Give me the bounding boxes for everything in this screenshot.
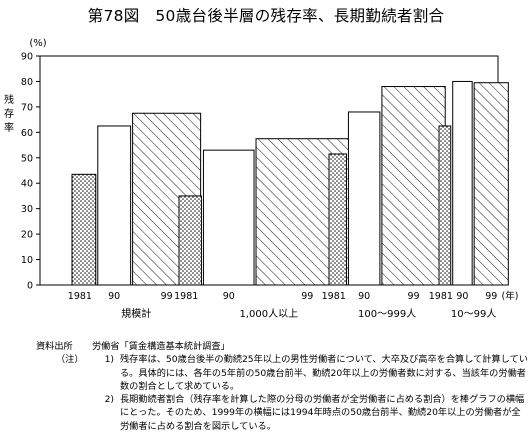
bar xyxy=(202,149,255,286)
y-tick-label: 40 xyxy=(21,179,33,190)
y-tick-label: 80 xyxy=(21,77,33,88)
x-tick-label: 90 xyxy=(223,291,235,302)
x-tick-label: 99 xyxy=(301,291,313,302)
bar xyxy=(438,125,452,286)
bar xyxy=(347,111,381,286)
group-label: 1,000人以上 xyxy=(239,308,298,320)
note-1-number: 1) xyxy=(104,354,114,366)
group-label: 10～99人 xyxy=(451,308,496,320)
note-2-number: 2) xyxy=(104,394,114,406)
notes: 資料出所 労働省「賃金構造基本統計調査」 （注） 1) 残存率は、50歳台後半の… xyxy=(14,340,528,433)
x-tick-label: 1981 xyxy=(68,291,92,302)
y-unit-label: (%) xyxy=(29,38,46,49)
bar xyxy=(328,153,347,286)
source-text: 労働省「賃金構造基本統計調査」 xyxy=(92,341,230,352)
note-key: （注） xyxy=(56,354,84,366)
y-tick-label: 60 xyxy=(21,128,33,139)
group-label: 規模計 xyxy=(121,307,151,320)
y-tick-label: 20 xyxy=(21,230,33,241)
chart-title: 第78図 50歳台後半層の残存率、長期勤続者割合 xyxy=(87,7,445,25)
bar xyxy=(97,125,132,286)
x-tick-label: 90 xyxy=(108,291,120,302)
y-tick-label: 50 xyxy=(21,153,33,164)
note-2-text: 長期勤続者割合（残存率を計算した際の分母の労働者が全労働者に占める割合）を棒グラ… xyxy=(120,394,525,432)
y-tick-label: 70 xyxy=(21,102,33,113)
x-tick-label: 99 xyxy=(485,291,497,302)
note-1: （注） 1) 残存率は、50歳台後半の勤続25年以上の男性労働者について、大卒及… xyxy=(14,353,528,393)
y-axis-label: 存 xyxy=(4,107,14,120)
source-key: 資料出所 xyxy=(36,341,73,352)
y-tick-label: 10 xyxy=(21,255,33,266)
bar xyxy=(71,173,97,286)
x-tick-label: 1981 xyxy=(174,291,198,302)
y-axis-label: 率 xyxy=(4,121,14,134)
source-line: 資料出所 労働省「賃金構造基本統計調査」 xyxy=(14,340,528,353)
note-2: 2) 長期勤続者割合（残存率を計算した際の分母の労働者が全労働者に占める割合）を… xyxy=(14,393,528,433)
group-label: 100～999人 xyxy=(358,308,416,320)
y-tick-label: 0 xyxy=(27,281,33,292)
bar xyxy=(452,80,473,286)
bar xyxy=(381,86,446,286)
y-axis-label: 残 xyxy=(4,93,14,106)
y-tick-label: 90 xyxy=(21,52,33,63)
x-tick-label: 99 xyxy=(161,291,173,302)
x-tick-label: 1981 xyxy=(429,291,453,302)
x-tick-label: 90 xyxy=(456,291,468,302)
x-tick-label: 99 xyxy=(408,291,420,302)
y-tick-label: 30 xyxy=(21,204,33,215)
x-unit-label: (年) xyxy=(502,290,519,302)
x-tick-label: 90 xyxy=(358,291,370,302)
note-1-text: 残存率は、50歳台後半の勤続25年以上の男性労働者について、大卒及び高卒を合算し… xyxy=(120,354,528,392)
bar xyxy=(178,195,202,286)
bar xyxy=(473,82,509,286)
x-tick-label: 1981 xyxy=(322,291,346,302)
